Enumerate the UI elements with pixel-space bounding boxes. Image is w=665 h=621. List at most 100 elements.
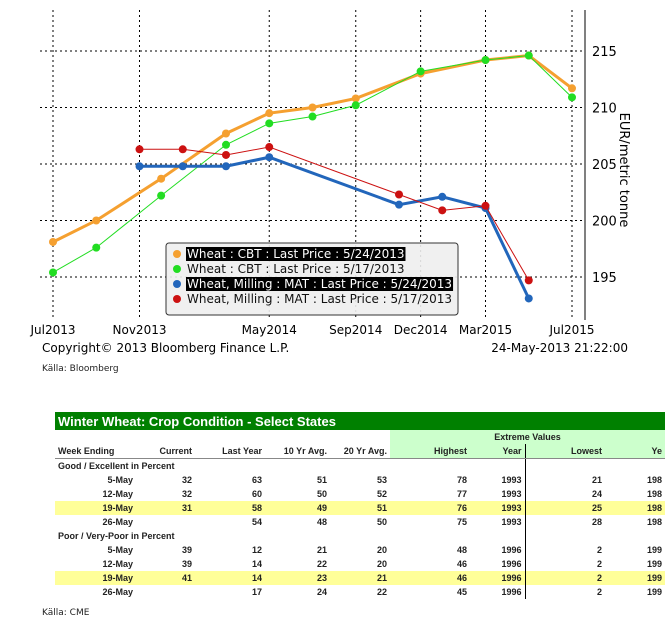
table-cell: 21 [316,545,327,555]
table-cell: 26-May [102,587,133,597]
table-title-row: Winter Wheat: Crop Condition - Select St… [55,412,665,430]
table-cell: 50 [316,489,327,499]
data-point [49,268,57,277]
data-point [568,84,576,93]
table-cell: 48 [316,517,327,527]
data-point [157,191,166,200]
data-point [438,192,447,201]
column-header: Last Year [195,444,265,459]
x-tick-label: Mar2015 [459,323,512,337]
data-point [178,145,187,154]
table-cell: 1993 [470,515,526,529]
x-tick-label: Jul2013 [29,323,75,337]
data-point [92,216,101,225]
table-cell: 46 [456,559,467,569]
section-label: Good / Excellent in Percent [58,461,175,471]
legend-marker [173,250,181,258]
table-cell: 41 [145,571,195,585]
data-point [92,243,101,252]
table-cell: 49 [265,501,330,515]
table-cell: 19-May [55,501,145,515]
table-cell: 63 [251,475,262,485]
table-cell: 60 [251,489,262,499]
table-cell: 12-May [102,559,133,569]
data-point [265,153,274,162]
table-cell: 12-May [102,489,133,499]
x-tick-label: Dec2014 [394,323,448,337]
column-header: Current [145,444,195,459]
table-cell: 32 [181,475,192,485]
table-cell: 20 [376,559,387,569]
table-cell: 1993 [470,473,526,487]
legend-marker [173,265,181,273]
table-cell: 2 [525,571,605,585]
table-cell: 17 [251,587,262,597]
table-row: 12-May 32 60 50 52 77 1993 24 198 [55,487,665,501]
data-point [308,112,317,121]
table-source: Källa: CME [42,608,90,618]
x-tick-label: Jul2015 [548,323,594,337]
section-label: Poor / Very-Poor in Percent [58,531,175,541]
legend-label: Wheat : CBT : Last Price : 5/24/2013 [187,247,404,261]
table-cell: 1996 [470,557,526,571]
table-row: 19-May 41 14 23 21 46 1996 2 199 [55,571,665,585]
table-cell: 199 [647,545,663,555]
table-cell: 77 [456,489,467,499]
column-header-row: Week Ending Current Last Year 10 Yr Avg. 20 … [55,444,665,459]
table-cell [145,515,195,529]
data-point [481,56,490,65]
table-cell: 2 [596,587,602,597]
data-point [178,162,187,171]
spacer [55,430,390,444]
table-cell: 51 [330,501,390,515]
column-header: Highest [390,444,470,459]
table-title: Winter Wheat: Crop Condition - Select St… [55,412,665,430]
table-cell: 31 [145,501,195,515]
table-row: 12-May 39 14 22 20 46 1996 2 199 [55,557,665,571]
table-cell: 24 [591,489,602,499]
legend-label: Wheat : CBT : Last Price : 5/17/2013 [187,262,404,276]
y-tick-label: 205 [592,158,617,173]
spacer [525,459,665,474]
table-row: 19-May 31 58 49 51 76 1993 25 198 [55,501,665,515]
legend-highlight [186,277,454,291]
table-cell: 45 [456,587,467,597]
table-cell: 22 [376,587,387,597]
table-cell: 21 [330,571,390,585]
table-cell: 32 [181,489,192,499]
y-tick-label: 210 [592,102,617,117]
table-cell: 28 [591,517,602,527]
table-cell: 25 [525,501,605,515]
data-point [222,150,230,159]
data-point [395,200,403,209]
data-point [481,201,490,210]
extreme-header-row: Extreme Values [55,430,665,444]
data-point [135,162,144,171]
table-cell [145,585,195,599]
table-cell: 53 [376,475,387,485]
table-cell: 52 [376,489,387,499]
table-cell: 1993 [470,487,526,501]
table-cell: 12 [251,545,262,555]
table-cell: 78 [456,475,467,485]
table-cell: 50 [376,517,387,527]
table-cell: 51 [316,475,327,485]
data-point [351,101,360,110]
table-row: 5-May 39 12 21 20 48 1996 2 199 [55,543,665,557]
y-tick-label: 200 [592,215,617,230]
spacer [470,529,526,543]
spacer [525,529,665,543]
data-point [222,129,230,138]
data-point [308,103,317,112]
table-cell: 75 [456,517,467,527]
column-header: Lowest [525,444,605,459]
table-cell: 1996 [470,585,526,599]
table-cell: 198 [605,501,665,515]
legend-marker [173,295,181,303]
chart-source: Källa: Bloomberg [42,364,119,374]
data-point [265,119,274,128]
y-tick-label: 195 [592,271,617,286]
table-cell: 24 [316,587,327,597]
table-cell: 14 [195,571,265,585]
table-cell: 58 [195,501,265,515]
